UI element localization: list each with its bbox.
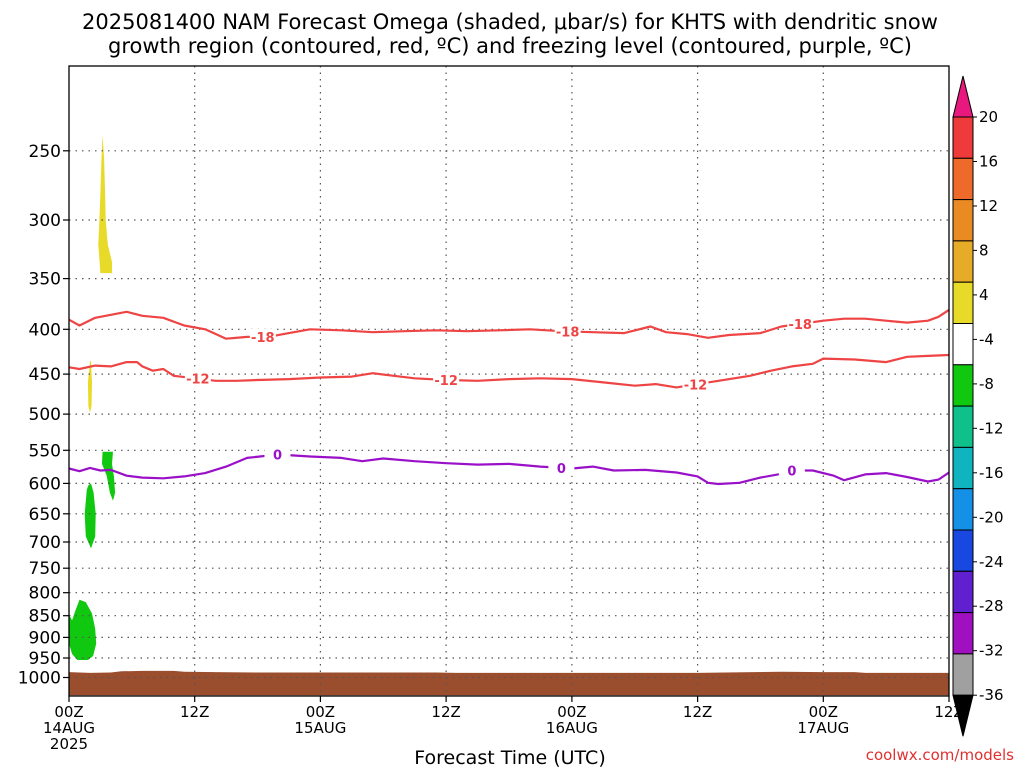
y-tick-label-700: 700: [29, 533, 61, 553]
contour-label-bg--18: [787, 315, 814, 332]
contour-label-0: 0: [787, 465, 796, 480]
colorbar-bin-13: [952, 612, 974, 655]
contour-label-bg-0: [548, 459, 575, 476]
terrain-fill: [69, 670, 949, 696]
colorbar-bin-5: [952, 281, 974, 325]
y-tick-label-850: 850: [29, 607, 61, 627]
contour-label--12: -12: [434, 374, 458, 389]
colorbar-label-1: 16: [979, 153, 998, 171]
colorbar: 20 16 12 8 4 -4 -8 -12 -16 -20 -24 -28 -32 -36: [952, 75, 1004, 737]
plot-border: [68, 65, 950, 697]
contour-label-bg--18: [249, 328, 276, 345]
terrain-layer: [69, 670, 949, 696]
y-tick-label-750: 750: [29, 559, 61, 579]
contour-label--12: -12: [186, 373, 210, 388]
colorbar-label-11: -28: [979, 597, 1004, 615]
y-tick-label-350: 350: [29, 270, 61, 290]
y-tick-label-300: 300: [29, 211, 61, 231]
chart-title-line-2: growth region (contoured, red, ºC) and f…: [108, 34, 912, 58]
colorbar-bin-9: [952, 446, 974, 490]
colorbar-label-3: 8: [979, 241, 989, 259]
colorbar-label-7: -12: [979, 419, 1004, 437]
contour-label-bg--18: [554, 323, 581, 340]
y-tick-label-550: 550: [29, 441, 61, 461]
colorbar-label-4: 4: [979, 286, 989, 304]
x-tick-label-0-0: 00Z: [54, 703, 83, 721]
contour-label--18: -18: [556, 325, 580, 340]
colorbar-bin-3: [952, 199, 974, 242]
y-tick-label-450: 450: [29, 365, 61, 385]
x-tick-label-72-1: 17AUG: [797, 719, 849, 737]
contour-label--18: -18: [251, 331, 275, 346]
colorbar-bin-1: [952, 116, 974, 159]
y-tick-label-1000: 1000: [18, 669, 61, 689]
colorbar-bin-2: [952, 157, 974, 201]
y-tick-label-950: 950: [29, 649, 61, 669]
x-axis-label: Forecast Time (UTC): [414, 747, 605, 768]
colorbar-top-arrow: [952, 75, 974, 118]
contour-label-bg--12: [682, 376, 709, 393]
contour-label-bg-0: [778, 462, 805, 479]
plot-frame: [68, 65, 950, 697]
colorbar-bin-10: [952, 488, 974, 531]
colorbar-bin-11: [952, 529, 974, 572]
colorbar-label-12: -32: [979, 642, 1004, 660]
colorbar-label-6: -8: [979, 375, 994, 393]
x-tick-label-60-0: 12Z: [683, 703, 712, 721]
x-tick-label-24-0: 00Z: [306, 703, 335, 721]
y-tick-label-250: 250: [29, 142, 61, 162]
omega-region-downdraft-green-c: [69, 599, 97, 660]
y-tick-label-600: 600: [29, 474, 61, 494]
omega-region-downdraft-green-b: [84, 483, 96, 549]
y-tick-label-800: 800: [29, 584, 61, 604]
contour-label-0: 0: [273, 449, 282, 464]
colorbar-label-2: 12: [979, 197, 998, 215]
contour-label-bg--12: [433, 371, 460, 388]
colorbar-bottom-arrow: [952, 694, 974, 737]
chart-title: 2025081400 NAM Forecast Omega (shaded, μ…: [82, 10, 938, 58]
colorbar-bin-7: [952, 364, 974, 407]
colorbar-label-8: -16: [979, 464, 1004, 482]
colorbar-bin-12: [952, 570, 974, 614]
y-tick-label-500: 500: [29, 405, 61, 425]
colorbar-label-9: -20: [979, 508, 1004, 526]
x-tick-label-48-0: 00Z: [557, 703, 586, 721]
contour-label-bg-0: [264, 446, 291, 463]
credit-label: coolwx.com/models: [866, 746, 1014, 764]
x-tick-label-12-0: 12Z: [180, 703, 209, 721]
chart-title-line-1: 2025081400 NAM Forecast Omega (shaded, μ…: [82, 10, 938, 34]
x-tick-label-72-0: 00Z: [809, 703, 838, 721]
colorbar-label-5: -4: [979, 330, 994, 348]
contour-line-0: [68, 453, 950, 486]
y-tick-label-400: 400: [29, 320, 61, 340]
contour-layer: -18 -18 -18 -12 -12 -12 0 0 0: [68, 308, 950, 486]
colorbar-label-0: 20: [979, 108, 998, 126]
x-tick-label-0-2: 2025: [50, 735, 88, 753]
contour-label-0: 0: [557, 462, 566, 477]
y-axis-ticks: 2503003504004505005506006507007508008509…: [18, 142, 69, 689]
omega-region-downdraft-green-a: [102, 451, 116, 501]
colorbar-bin-6: [952, 323, 974, 366]
y-tick-label-900: 900: [29, 628, 61, 648]
colorbar-bin-8: [952, 405, 974, 448]
grid-layer: [69, 66, 949, 696]
contour-label--18: -18: [788, 318, 812, 333]
contour-line--18: [68, 308, 950, 340]
y-tick-label-650: 650: [29, 505, 61, 525]
contour-label--12: -12: [684, 378, 708, 393]
colorbar-bin-4: [952, 240, 974, 283]
x-tick-label-24-1: 15AUG: [294, 719, 346, 737]
colorbar-label-10: -24: [979, 553, 1004, 571]
x-tick-label-36-0: 12Z: [431, 703, 460, 721]
contour-label-bg--12: [184, 370, 211, 387]
x-tick-label-0-1: 14AUG: [43, 719, 95, 737]
x-tick-label-48-1: 16AUG: [546, 719, 598, 737]
omega-region-updraft-yellow-upper: [98, 135, 112, 274]
colorbar-bin-14: [952, 653, 974, 696]
omega-shading-layer: [69, 135, 116, 660]
colorbar-label-13: -36: [979, 686, 1004, 704]
